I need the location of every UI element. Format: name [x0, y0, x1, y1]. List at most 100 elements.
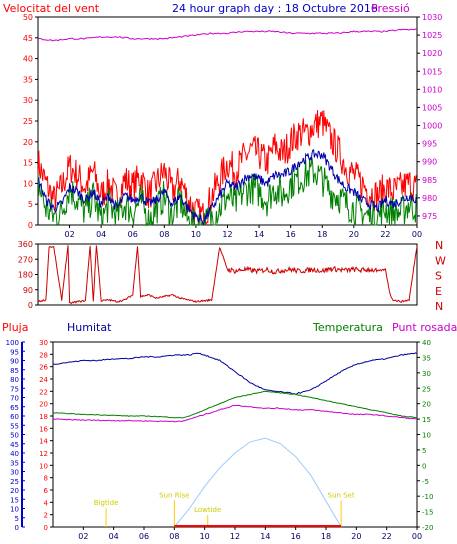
- x-tick-label: 10: [200, 532, 210, 541]
- annotation-label: Bigtide: [94, 499, 119, 507]
- y-left-tick-label: 25: [23, 117, 33, 126]
- humidity-tick-label: 90: [10, 358, 19, 366]
- temp-tick-label: 20: [422, 401, 431, 409]
- humidity-tick-label: 80: [10, 376, 19, 384]
- temp-tick-label: -5: [422, 478, 429, 486]
- wind-min-line: [37, 157, 418, 227]
- x-tick-label: 12: [222, 230, 232, 239]
- plot-area: [37, 243, 418, 306]
- temp-tick-label: 35: [422, 354, 431, 362]
- x-tick-label: 14: [254, 230, 264, 239]
- annotation-label: Lowtide: [194, 506, 221, 514]
- y-right-tick-label: 975: [422, 212, 437, 221]
- compass-label: S: [435, 270, 442, 283]
- dewpoint-line: [52, 404, 418, 423]
- rain-tick-label: 18: [39, 413, 48, 421]
- humidity-tick-label: 25: [10, 478, 19, 486]
- x-tick-label: 22: [380, 230, 390, 239]
- humidity-tick-label: 55: [10, 422, 19, 430]
- humidity-tick-label: 35: [10, 459, 19, 467]
- temp-tick-label: 25: [422, 385, 431, 393]
- temp-tick-label: 0: [422, 462, 426, 470]
- wind-avg-line: [37, 149, 418, 227]
- y-left-tick-label: 0: [28, 221, 33, 230]
- y-left-tick-label: 35: [23, 75, 33, 84]
- rain-label: Pluja: [2, 321, 28, 334]
- y-left-tick-label: 30: [23, 96, 33, 105]
- temp-tick-label: 30: [422, 370, 431, 378]
- y-left-tick-label: 50: [23, 13, 33, 22]
- temp-tick-label: -10: [422, 493, 433, 501]
- rain-tick-label: 12: [39, 450, 48, 458]
- x-tick-label: 04: [109, 532, 119, 541]
- rain-tick-label: 14: [39, 438, 48, 446]
- rain-tick-label: 26: [39, 364, 48, 372]
- humidity-tick-label: 100: [6, 339, 19, 347]
- y-tick-label: 360: [18, 240, 33, 249]
- humidity-tick-label: 10: [10, 506, 19, 514]
- humidity-tick-label: 60: [10, 413, 19, 421]
- dewpoint-label: Punt rosada: [392, 321, 457, 334]
- x-tick-label: 04: [96, 230, 106, 239]
- x-tick-label: 06: [128, 230, 138, 239]
- humidity-tick-label: 95: [10, 348, 19, 356]
- y-right-tick-label: 1020: [422, 49, 442, 58]
- rain-tick-label: 16: [39, 425, 48, 433]
- humidity-tick-label: 0: [15, 524, 19, 532]
- y-right-tick-label: 1000: [422, 122, 442, 131]
- rain-tick-label: 20: [39, 401, 48, 409]
- x-tick-label: 16: [291, 532, 301, 541]
- y-left-tick-label: 45: [23, 34, 33, 43]
- humidity-tick-label: 85: [10, 367, 19, 375]
- humidity-tick-label: 70: [10, 395, 19, 403]
- y-right-tick-label: 1010: [422, 85, 442, 94]
- rain-tick-label: 6: [44, 487, 49, 495]
- compass-label: W: [435, 254, 446, 267]
- humidity-temperature-panel: 0510152025303540455055606570758085909510…: [6, 339, 434, 541]
- x-tick-label: 18: [321, 532, 331, 541]
- rain-tick-label: 10: [39, 462, 48, 470]
- y-right-tick-label: 1005: [422, 103, 442, 112]
- y-tick-label: 180: [18, 271, 33, 280]
- compass-label: N: [435, 239, 443, 252]
- y-right-tick-label: 990: [422, 158, 437, 167]
- rain-tick-label: 0: [44, 524, 48, 532]
- temperature-label: Temperatura: [312, 321, 383, 334]
- rain-tick-label: 28: [39, 351, 48, 359]
- y-right-tick-label: 995: [422, 140, 437, 149]
- temp-tick-label: -15: [422, 509, 433, 517]
- temp-tick-label: 10: [422, 432, 431, 440]
- temp-tick-label: 5: [422, 447, 426, 455]
- x-tick-label: 00: [412, 532, 422, 541]
- y-tick-label: 90: [23, 286, 33, 295]
- wind-speed-label: Velocitat del vent: [3, 2, 100, 15]
- y-left-tick-label: 5: [28, 200, 33, 209]
- wind-pressure-panel: 0510152025303540455097598098599099510001…: [23, 13, 443, 239]
- temp-tick-label: 40: [422, 339, 431, 347]
- humidity-tick-label: 75: [10, 385, 19, 393]
- y-right-tick-label: 1025: [422, 31, 442, 40]
- y-right-tick-label: 985: [422, 176, 437, 185]
- compass-label: E: [435, 285, 442, 298]
- graph-title: 24 hour graph day : 18 Octubre 2016: [172, 2, 378, 15]
- rain-tick-label: 30: [39, 339, 48, 347]
- plot-area: [52, 341, 418, 528]
- annotation-label: Sun Set: [328, 491, 355, 499]
- x-tick-label: 22: [382, 532, 392, 541]
- rain-tick-label: 4: [44, 499, 49, 507]
- humidity-tick-label: 15: [10, 496, 19, 504]
- temp-tick-label: 15: [422, 416, 431, 424]
- humidity-tick-label: 5: [15, 515, 19, 523]
- x-tick-label: 20: [351, 532, 361, 541]
- x-tick-label: 14: [260, 532, 270, 541]
- x-tick-label: 00: [412, 230, 422, 239]
- x-tick-label: 12: [230, 532, 240, 541]
- humidity-tick-label: 20: [10, 487, 19, 495]
- compass-label: N: [435, 300, 443, 313]
- humidity-label: Humitat: [67, 321, 112, 334]
- y-left-tick-label: 40: [23, 55, 33, 64]
- humidity-tick-label: 45: [10, 441, 19, 449]
- humidity-tick-label: 65: [10, 404, 19, 412]
- y-right-tick-label: 1015: [422, 67, 442, 76]
